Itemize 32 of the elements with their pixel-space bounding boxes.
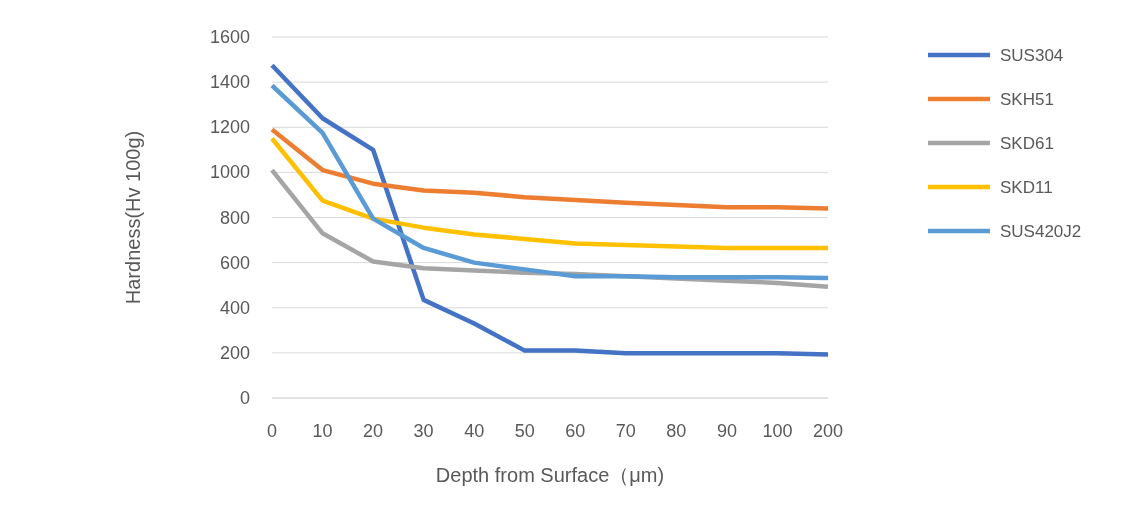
legend-label: SKH51 bbox=[1000, 90, 1054, 109]
legend-label: SUS304 bbox=[1000, 46, 1064, 65]
x-tick-label: 50 bbox=[514, 421, 535, 441]
x-tick-label: 90 bbox=[716, 421, 737, 441]
line-series bbox=[269, 127, 831, 211]
y-tick-label: 1200 bbox=[209, 117, 250, 138]
y-axis-title: Hardness(Hv 100g) bbox=[122, 130, 144, 305]
y-tick-label: 0 bbox=[239, 388, 250, 408]
y-tick-label: 1000 bbox=[209, 162, 250, 183]
x-tick-label: 60 bbox=[565, 421, 586, 441]
y-tick-label: 800 bbox=[219, 207, 250, 228]
line-series bbox=[269, 62, 831, 357]
x-tick-label: 40 bbox=[464, 421, 485, 441]
x-tick-label: 70 bbox=[615, 421, 636, 441]
line-series bbox=[269, 136, 831, 251]
x-tick-label: 30 bbox=[413, 421, 434, 441]
x-tick-label: 10 bbox=[312, 421, 333, 441]
y-tick-label: 400 bbox=[219, 297, 250, 318]
y-tick-label: 200 bbox=[219, 342, 250, 363]
y-tick-label: 1400 bbox=[209, 72, 250, 93]
x-tick-label: 20 bbox=[363, 421, 384, 441]
line-series bbox=[269, 83, 831, 281]
x-tick-label: 100 bbox=[762, 421, 793, 441]
x-tick-label: 80 bbox=[666, 421, 687, 441]
legend-label: SUS420J2 bbox=[1000, 222, 1082, 241]
y-tick-label: 600 bbox=[219, 252, 250, 273]
y-tick-label: 1600 bbox=[209, 27, 250, 47]
legend-label: SKD61 bbox=[1000, 134, 1054, 153]
legend-label: SKD11 bbox=[1000, 178, 1053, 197]
x-axis-title: Depth from Surface（μm) bbox=[435, 464, 665, 486]
x-tick-label: 200 bbox=[812, 421, 844, 441]
x-tick-label: 0 bbox=[266, 421, 278, 441]
